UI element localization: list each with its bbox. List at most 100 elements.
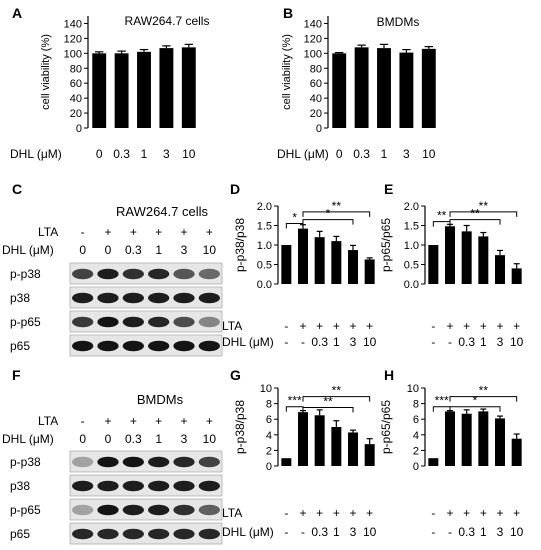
- sig-label-D-2: **: [332, 199, 342, 213]
- dhl-value-H: -: [448, 525, 452, 539]
- blot-band-C-2-1: [97, 316, 119, 328]
- y-tick-label-A: 60: [70, 78, 82, 90]
- blot-row-label-F: p38: [10, 479, 30, 493]
- lta-value-E: +: [446, 319, 453, 333]
- blot-band-F-1-4: [173, 480, 195, 492]
- y-tick-label-B: 140: [304, 18, 322, 30]
- y-tick-label-A: 120: [64, 33, 82, 45]
- sig-label-E-0: **: [437, 209, 447, 223]
- sig-label-E-2: **: [479, 199, 489, 213]
- y-tick-label-E: 0.0: [404, 279, 419, 291]
- blot-row-label-F: p-p38: [10, 455, 41, 469]
- sig-bracket-D-1: [302, 219, 354, 225]
- dhl-value-D: 3: [350, 335, 357, 349]
- lta-lane-C: +: [180, 225, 187, 239]
- dhl-value-H: 0.3: [458, 525, 475, 539]
- x-tick-label-A: 1: [141, 147, 148, 161]
- y-tick-label-H: 0: [413, 461, 419, 473]
- dhl-value-D: 10: [363, 335, 377, 349]
- y-tick-label-H: 8: [413, 399, 419, 411]
- lta-lane-C: +: [130, 225, 137, 239]
- sig-bracket-E-2: [449, 211, 518, 217]
- blot-band-C-3-0: [72, 340, 94, 352]
- blot-band-C-0-0: [72, 268, 94, 280]
- blot-band-F-2-5: [198, 504, 220, 516]
- bar-A-3: [159, 48, 174, 128]
- lta-value-G: +: [366, 506, 373, 520]
- dhl-lane-F: 0: [105, 432, 112, 446]
- y-tick-label-D: 1.0: [257, 240, 272, 252]
- y-tick-label-D: 1.5: [257, 221, 272, 233]
- lta-value-G: +: [316, 506, 323, 520]
- dhl-value-E: 1: [480, 335, 487, 349]
- lta-lane-F: +: [130, 414, 137, 428]
- sig-label-H-2: **: [479, 384, 489, 398]
- y-tick-label-H: 6: [413, 414, 419, 426]
- sig-label-G-1: **: [323, 395, 333, 409]
- lta-value-E: +: [463, 319, 470, 333]
- panel-letter-A: A: [12, 5, 22, 21]
- y-tick-label-A: 20: [70, 108, 82, 120]
- blot-band-C-3-5: [198, 340, 220, 352]
- x-axis-label-B: DHL (μM): [277, 147, 329, 161]
- lta-lane-C: +: [104, 225, 111, 239]
- sig-label-H-1: *: [473, 394, 478, 408]
- lta-lane-F: +: [206, 414, 213, 428]
- bar-H-5: [511, 438, 522, 466]
- blot-row-label-F: p-p65: [10, 503, 41, 517]
- blot-band-F-1-2: [122, 480, 144, 492]
- blot-band-F-2-1: [97, 504, 119, 516]
- lta-value-D: +: [333, 319, 340, 333]
- dhl-lane-F: 10: [203, 432, 217, 446]
- sig-bracket-H-1: [449, 406, 501, 412]
- y-tick-label-D: 0.0: [257, 279, 272, 291]
- bar-B-3: [399, 52, 414, 128]
- bar-A-1: [114, 53, 129, 129]
- y-tick-label-H: 4: [413, 430, 419, 442]
- y-tick-label-B: 100: [304, 48, 322, 60]
- sig-bracket-H-2: [449, 396, 518, 402]
- blot-title-F: BMDMs: [137, 392, 184, 407]
- blot-band-F-3-0: [72, 528, 94, 540]
- dhl-value-E: 3: [497, 335, 504, 349]
- lta-value-H: +: [446, 506, 453, 520]
- bar-G-5: [364, 444, 375, 466]
- y-axis-label-B: cell viability (%): [281, 34, 293, 110]
- y-axis-label-G: p-p38/p38: [233, 400, 247, 454]
- dhl-lane-C: 0: [105, 243, 112, 257]
- y-tick-label-G: 2: [266, 445, 272, 457]
- dhl-value-G: 3: [350, 525, 357, 539]
- bar-A-4: [181, 47, 196, 128]
- x-tick-label-B: 0.3: [353, 147, 370, 161]
- dhl-value-E: -: [448, 335, 452, 349]
- lta-value-H: +: [463, 506, 470, 520]
- dhl-lane-F: 0.3: [125, 432, 142, 446]
- lta-value-G: +: [333, 506, 340, 520]
- y-axis-label-D: p-p38/p38: [233, 218, 247, 272]
- blot-band-F-0-5: [198, 456, 220, 468]
- lta-value-E: +: [480, 319, 487, 333]
- blot-band-C-0-5: [198, 268, 220, 280]
- bar-D-4: [348, 250, 358, 284]
- bar-H-2: [461, 413, 472, 466]
- y-tick-label-A: 80: [70, 63, 82, 75]
- blot-band-F-2-0: [72, 504, 94, 516]
- lta-value-D: +: [366, 319, 373, 333]
- y-tick-label-E: 1.0: [404, 240, 419, 252]
- dhl-value-H: 10: [510, 525, 524, 539]
- dhl-value-H: 3: [497, 525, 504, 539]
- y-tick-label-E: 1.5: [404, 221, 419, 233]
- y-tick-label-A: 40: [70, 93, 82, 105]
- y-tick-label-G: 4: [266, 430, 272, 442]
- bar-D-0: [281, 245, 292, 284]
- blot-band-C-1-5: [198, 292, 220, 304]
- y-axis-label-A: cell viability (%): [40, 34, 52, 110]
- blot-band-F-3-2: [122, 528, 144, 540]
- bar-D-5: [364, 259, 375, 284]
- bar-B-4: [421, 48, 436, 128]
- dhl-lane-F: 1: [155, 432, 162, 446]
- lta-row-label-G: LTA: [222, 506, 242, 520]
- blot-band-F-0-2: [122, 456, 144, 468]
- dhl-value-E: 0.3: [458, 335, 475, 349]
- blot-band-F-2-3: [148, 504, 170, 516]
